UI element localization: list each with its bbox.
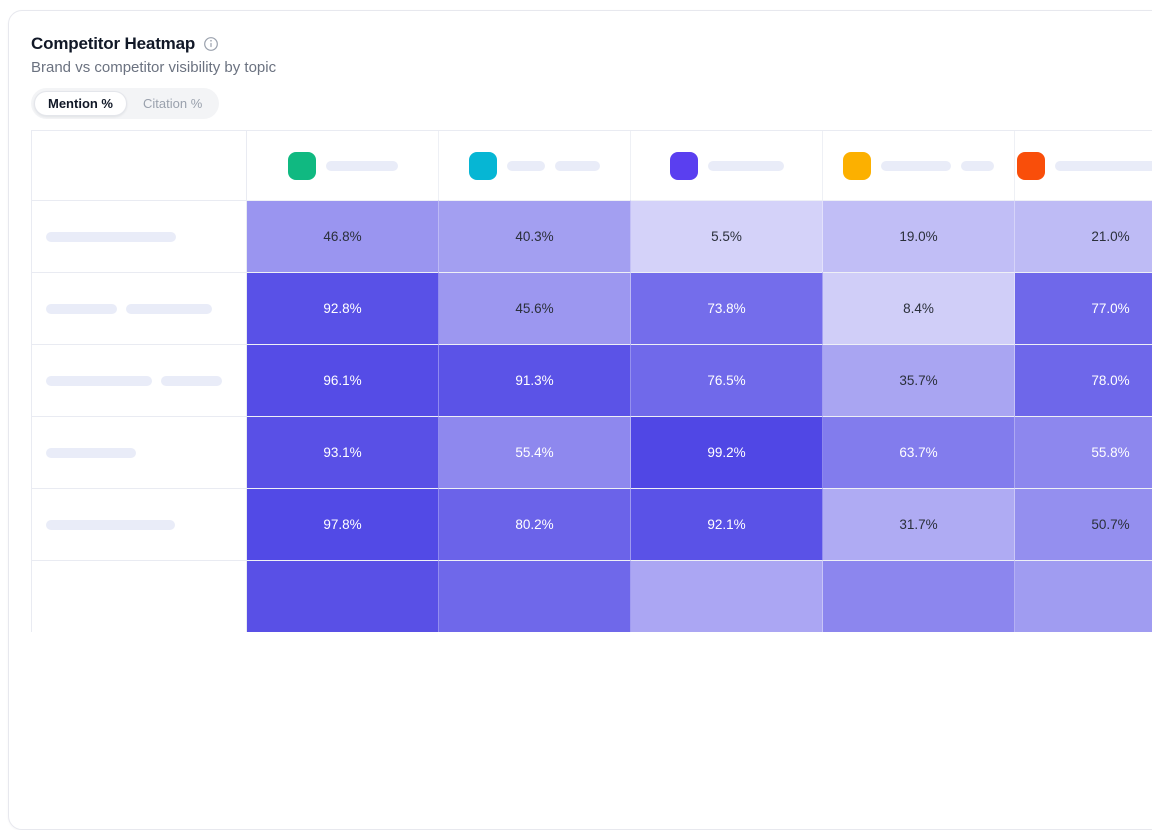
topic-label-topic-6 [32, 560, 247, 632]
redacted-label-pill [555, 161, 600, 171]
heatmap-cell[interactable]: 80.2% [439, 488, 631, 560]
heatmap-cell[interactable]: 21.0% [1015, 200, 1152, 272]
redacted-label-pill [126, 304, 212, 314]
competitor-heatmap-card: Competitor Heatmap Brand vs competitor v… [8, 10, 1152, 830]
competitor-header-competitor-5 [1015, 131, 1152, 200]
topic-label-topic-2 [32, 272, 247, 344]
info-icon[interactable] [203, 36, 219, 52]
heatmap-cell[interactable]: 19.0% [823, 200, 1015, 272]
heatmap-cell[interactable]: 46.8% [247, 200, 439, 272]
heatmap-cell[interactable]: 96.1% [247, 344, 439, 416]
heatmap-cell[interactable]: 73.8% [631, 272, 823, 344]
heatmap-cell[interactable]: 97.8% [247, 488, 439, 560]
redacted-label-pill [507, 161, 545, 171]
competitor-header-competitor-1 [247, 131, 439, 200]
topic-label-topic-4 [32, 416, 247, 488]
heatmap-cell[interactable]: 31.7% [823, 488, 1015, 560]
topic-label-topic-1 [32, 200, 247, 272]
redacted-label-pill [46, 232, 176, 242]
heatmap-cell[interactable]: 35.7% [823, 344, 1015, 416]
heatmap-cell[interactable]: 55.8% [1015, 416, 1152, 488]
topic-label-topic-3 [32, 344, 247, 416]
redacted-label-pill [961, 161, 994, 171]
heatmap-cell[interactable]: 93.1% [247, 416, 439, 488]
heatmap-cell[interactable]: 99.2% [631, 416, 823, 488]
heatmap-cell[interactable] [439, 560, 631, 632]
heatmap-table: 46.8%40.3%5.5%19.0%21.0%92.8%45.6%73.8%8… [31, 130, 1152, 632]
competitor-logo-icon [469, 152, 497, 180]
redacted-label-pill [708, 161, 784, 171]
heatmap-cell[interactable] [1015, 560, 1152, 632]
heatmap-cell[interactable]: 92.1% [631, 488, 823, 560]
heatmap-cell[interactable]: 50.7% [1015, 488, 1152, 560]
competitor-logo-icon [288, 152, 316, 180]
competitor-header-competitor-3 [631, 131, 823, 200]
heatmap-cell[interactable]: 77.0% [1015, 272, 1152, 344]
metric-toggle: Mention % Citation % [31, 88, 219, 119]
heatmap-cell[interactable]: 63.7% [823, 416, 1015, 488]
heatmap-cell[interactable] [631, 560, 823, 632]
redacted-label-pill [1055, 161, 1152, 171]
toggle-mention-percent[interactable]: Mention % [34, 91, 127, 116]
toggle-citation-percent[interactable]: Citation % [129, 91, 216, 116]
page-title: Competitor Heatmap [31, 33, 195, 55]
competitor-logo-icon [843, 152, 871, 180]
heatmap-cell[interactable]: 5.5% [631, 200, 823, 272]
heatmap-cell[interactable]: 55.4% [439, 416, 631, 488]
competitor-logo-icon [1017, 152, 1045, 180]
redacted-label-pill [881, 161, 951, 171]
redacted-label-pill [46, 376, 152, 386]
redacted-label-pill [161, 376, 222, 386]
redacted-label-pill [46, 520, 175, 530]
heatmap-cell[interactable]: 76.5% [631, 344, 823, 416]
redacted-label-pill [46, 448, 136, 458]
heatmap-corner-cell [32, 131, 247, 200]
card-header: Competitor Heatmap [31, 33, 1152, 55]
redacted-label-pill [46, 304, 117, 314]
heatmap-cell[interactable]: 92.8% [247, 272, 439, 344]
competitor-header-competitor-4 [823, 131, 1015, 200]
competitor-logo-icon [670, 152, 698, 180]
card-subtitle: Brand vs competitor visibility by topic [31, 58, 1152, 78]
heatmap-cell[interactable]: 91.3% [439, 344, 631, 416]
redacted-label-pill [326, 161, 398, 171]
competitor-header-competitor-2 [439, 131, 631, 200]
heatmap-cell[interactable]: 8.4% [823, 272, 1015, 344]
heatmap-cell[interactable]: 40.3% [439, 200, 631, 272]
heatmap-cell[interactable] [247, 560, 439, 632]
heatmap-cell[interactable]: 45.6% [439, 272, 631, 344]
heatmap-cell[interactable]: 78.0% [1015, 344, 1152, 416]
topic-label-topic-5 [32, 488, 247, 560]
heatmap-cell[interactable] [823, 560, 1015, 632]
